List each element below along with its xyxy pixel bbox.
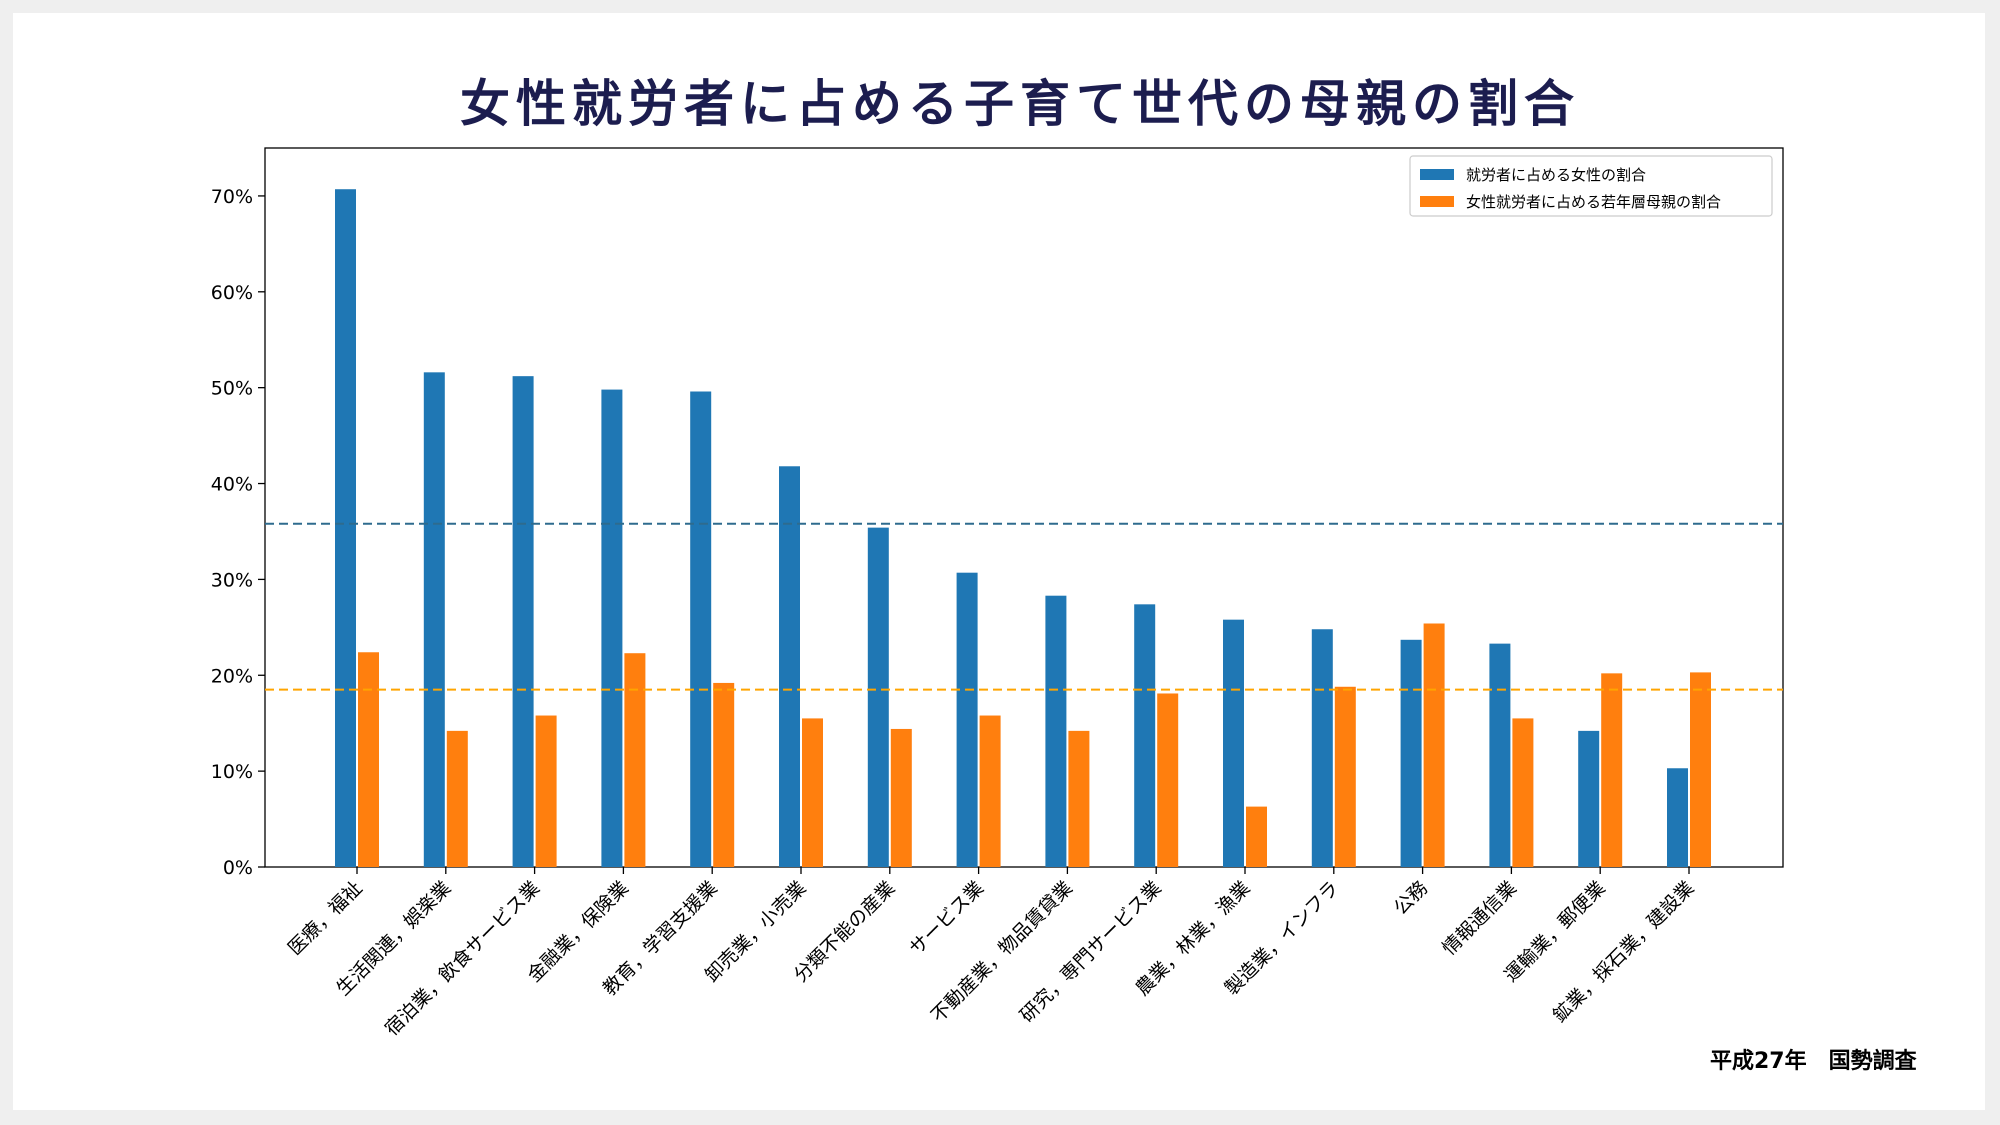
bar-series-2-2 (446, 730, 468, 867)
legend-swatch-1 (1420, 169, 1454, 180)
chart-title: 女性就労者に占める子育て世代の母親の割合 (460, 75, 1580, 133)
x-tick-label: サービス業 (905, 877, 988, 960)
y-tick-label: 40% (211, 474, 253, 496)
bar-series-1-2 (423, 372, 445, 867)
bar-series-1-8 (956, 572, 978, 867)
y-tick-label: 60% (211, 282, 253, 304)
bars (335, 189, 1711, 868)
bar-series-1-11 (1223, 619, 1244, 867)
bar-series-2-16 (1690, 672, 1711, 867)
bar-series-2-13 (1423, 623, 1445, 867)
y-tick-label: 20% (211, 665, 253, 687)
y-axis: 0% 10% 20% 30% 40% 50% 60% 70% (211, 186, 265, 879)
x-axis: 医療，福祉生活関連，娯楽業宿泊業，飲食サービス業金融業，保険業教育，学習支援業卸… (284, 867, 1699, 1040)
bar-series-1-13 (1400, 639, 1422, 867)
bar-series-1-5 (690, 391, 712, 867)
y-tick-label: 10% (211, 761, 253, 783)
bar-series-2-9 (1068, 730, 1090, 867)
y-tick-label: 30% (211, 569, 253, 591)
bar-series-2-6 (802, 718, 823, 867)
legend-swatch-2 (1420, 196, 1454, 207)
legend-box (1409, 155, 1773, 217)
bar-series-1-7 (867, 527, 889, 867)
bar-series-1-4 (601, 389, 623, 867)
bar-series-2-12 (1334, 686, 1356, 867)
y-tick-label: 50% (211, 378, 253, 400)
bar-series-2-4 (624, 653, 646, 867)
y-tick-label: 70% (211, 186, 253, 208)
bar-series-2-14 (1512, 718, 1534, 867)
bar-series-1-16 (1667, 768, 1688, 867)
x-tick-label: 情報通信業 (1438, 877, 1521, 960)
bar-series-2-1 (358, 652, 379, 867)
bar-series-2-15 (1601, 673, 1623, 867)
source-note: 平成27年 国勢調査 (1710, 1049, 1917, 1074)
bar-series-1-15 (1578, 730, 1600, 867)
plot-area (264, 147, 1784, 868)
bar-series-1-9 (1045, 595, 1067, 867)
legend-label-1: 就労者に占める女性の割合 (1466, 166, 1646, 184)
bar-series-2-11 (1246, 806, 1267, 867)
bar-series-2-5 (713, 682, 735, 867)
reference-lines (265, 522, 1783, 691)
bar-series-2-7 (890, 728, 912, 867)
bar-series-1-10 (1134, 604, 1156, 867)
bar-series-1-6 (779, 466, 800, 867)
bar-series-2-3 (535, 715, 557, 867)
bar-series-1-3 (512, 376, 534, 867)
x-tick-label: 医療，福祉 (284, 877, 367, 960)
x-tick-label: 宿泊業，飲食サービス業 (381, 877, 544, 1040)
y-tick-label: 0% (223, 857, 253, 879)
bar-series-1-14 (1489, 643, 1511, 867)
legend-label-2: 女性就労者に占める若年層母親の割合 (1466, 193, 1721, 211)
x-tick-label: 公務 (1390, 877, 1432, 919)
bar-series-1-1 (335, 189, 356, 868)
bar-series-2-10 (1157, 693, 1179, 867)
bar-series-2-8 (979, 715, 1001, 867)
bar-series-1-12 (1311, 629, 1333, 867)
